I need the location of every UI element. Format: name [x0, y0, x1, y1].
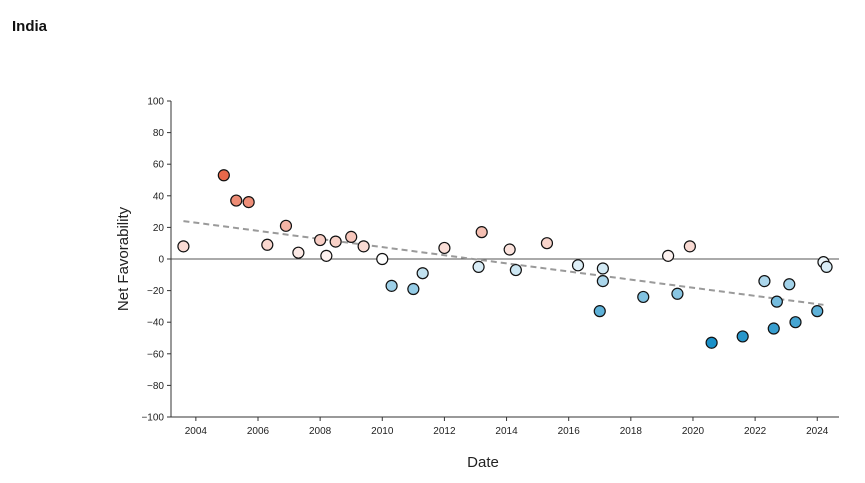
data-point: [596, 275, 609, 288]
chart-title: India: [12, 18, 48, 35]
y-tick-label: −60: [147, 349, 164, 360]
y-tick-label: 20: [153, 223, 165, 234]
data-point: [177, 240, 190, 253]
data-point: [292, 246, 305, 259]
x-axis-title: Date: [467, 454, 499, 471]
data-point: [376, 252, 389, 266]
data-point: [314, 233, 327, 247]
data-point: [475, 226, 488, 239]
data-point: [637, 290, 650, 304]
data-point: [472, 260, 485, 273]
data-point: [783, 278, 796, 291]
data-point: [811, 305, 824, 318]
x-tick-label: 2016: [558, 426, 581, 437]
data-point: [279, 219, 293, 232]
data-point: [683, 240, 696, 253]
data-point: [758, 275, 771, 288]
y-axis-title: Net Favorability: [115, 206, 132, 311]
data-point: [662, 249, 675, 262]
data-point: [509, 263, 522, 277]
y-tick-label: −40: [147, 318, 164, 329]
y-tick-label: 100: [147, 97, 164, 108]
x-tick-label: 2006: [247, 426, 270, 437]
data-point: [820, 260, 833, 273]
data-point: [385, 279, 398, 292]
y-tick-label: 60: [153, 160, 165, 171]
data-point: [261, 238, 274, 251]
trend-line: [183, 220, 824, 306]
points-layer: [177, 169, 833, 349]
data-point: [230, 194, 243, 207]
y-tick-label: −20: [147, 286, 164, 297]
x-tick-label: 2012: [433, 426, 456, 437]
data-point: [217, 169, 230, 182]
data-point: [593, 305, 606, 318]
data-point: [242, 196, 255, 209]
x-tick-label: 2010: [371, 426, 394, 437]
data-point: [571, 259, 585, 272]
data-point: [345, 230, 358, 243]
data-point: [705, 336, 718, 349]
data-point: [438, 241, 451, 255]
data-point: [736, 330, 749, 343]
y-tick-label: 40: [153, 191, 165, 202]
y-tick-label: −100: [141, 413, 164, 424]
x-tick-label: 2018: [620, 426, 643, 437]
x-tick-label: 2022: [744, 426, 767, 437]
x-tick-label: 2014: [495, 426, 518, 437]
y-tick-label: 80: [153, 128, 165, 139]
y-tick-label: 0: [158, 255, 164, 266]
data-point: [407, 282, 420, 296]
axes: −100 −80 −60 −40 −20 0 20 40 60 80 100 2004 2006 2008…: [141, 97, 839, 437]
data-point: [416, 267, 429, 280]
data-point: [320, 249, 333, 262]
data-point: [540, 237, 554, 250]
data-point: [329, 235, 342, 248]
data-point: [596, 262, 609, 275]
x-tick-label: 2004: [185, 426, 208, 437]
data-point: [503, 243, 516, 256]
x-tick-label: 2008: [309, 426, 332, 437]
data-point: [767, 322, 780, 335]
x-tick-label: 2020: [682, 426, 705, 437]
y-tick-label: −80: [147, 381, 164, 392]
trend-layer: [183, 220, 824, 306]
x-tick-label: 2024: [806, 426, 829, 437]
data-point: [357, 240, 370, 253]
data-point: [671, 287, 684, 300]
data-point: [789, 316, 802, 329]
data-point: [770, 295, 783, 308]
